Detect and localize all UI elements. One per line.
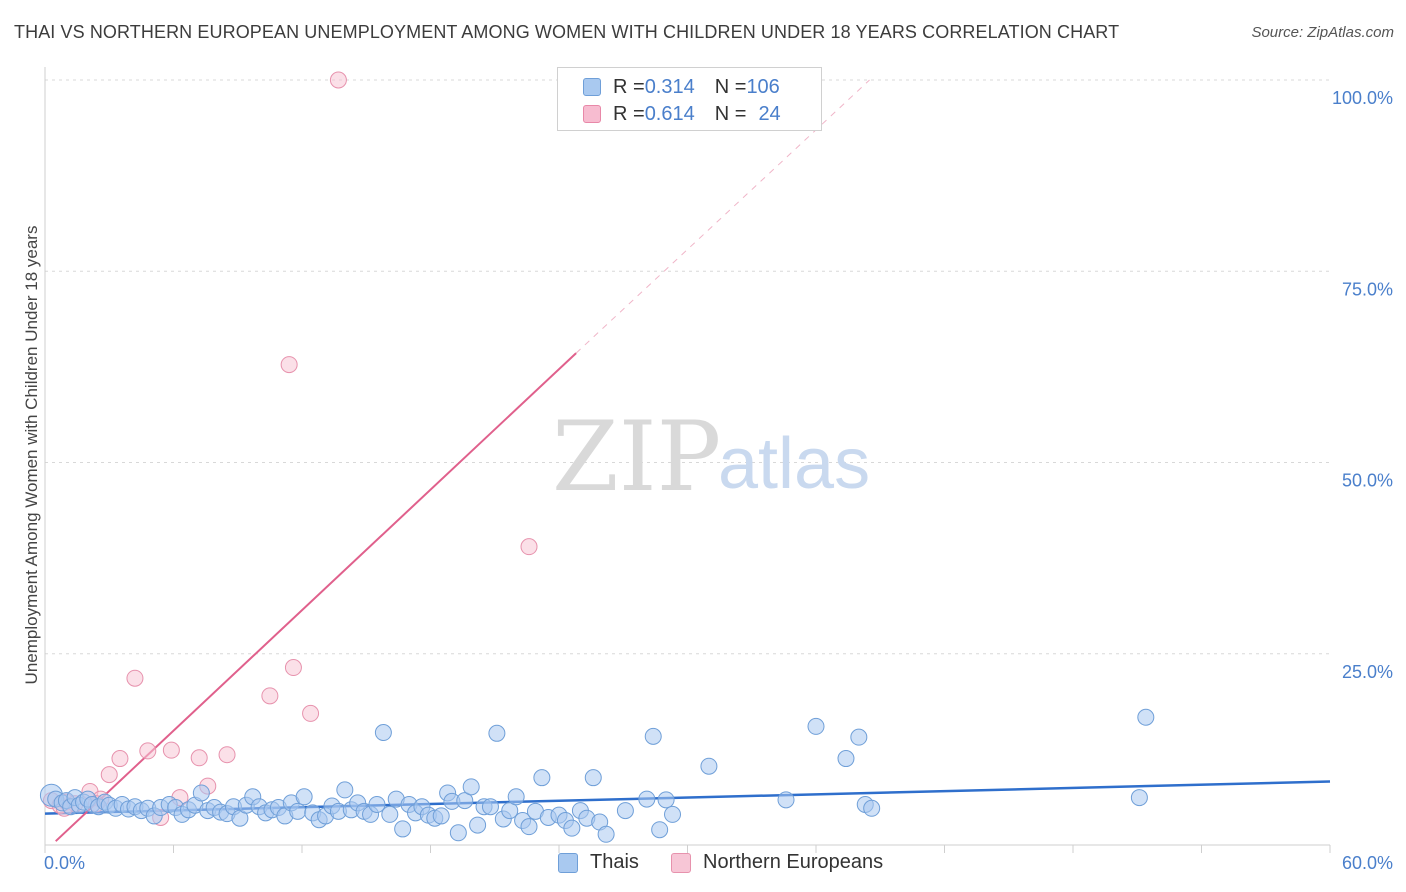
point-thais — [563, 819, 581, 837]
point-northern — [190, 749, 208, 767]
series-swatch-thais — [558, 852, 578, 873]
point-thais — [481, 798, 499, 816]
point-northern — [126, 669, 144, 687]
points-layer — [39, 71, 1155, 843]
point-thais — [462, 778, 480, 796]
point-thais — [863, 799, 881, 817]
point-thais — [664, 805, 682, 823]
point-thais — [638, 790, 656, 808]
legend-r-value: 0.614 — [644, 102, 695, 125]
point-northern — [280, 356, 298, 374]
legend-r-label: R = — [613, 75, 645, 98]
legend-row-thais: R = 0.314 N = 106 — [583, 74, 780, 100]
x-tick-label-min: 0.0% — [44, 853, 85, 873]
point-thais — [368, 795, 386, 813]
point-thais — [336, 781, 354, 799]
point-thais — [597, 825, 615, 843]
point-thais — [1137, 708, 1155, 726]
point-northern — [284, 659, 302, 677]
point-thais — [192, 784, 210, 802]
point-thais — [807, 717, 825, 735]
legend-n-value: 106 — [746, 75, 780, 98]
legend-n-label: N = — [714, 75, 747, 98]
axes-layer — [44, 67, 1331, 853]
series-label-thais: Thais — [590, 851, 639, 873]
point-thais — [456, 792, 474, 810]
point-thais — [289, 802, 307, 820]
source-label: Source: ZipAtlas.com — [1251, 24, 1394, 41]
point-thais — [394, 820, 412, 838]
point-thais — [469, 816, 487, 834]
series-legend-thais[interactable]: Thais — [558, 851, 639, 874]
point-thais — [837, 750, 855, 768]
tick-layer: 25.0% 50.0% 75.0% 100.0% 0.0% 60.0% — [44, 88, 1393, 873]
point-thais — [374, 724, 392, 742]
grid-layer — [45, 79, 1330, 655]
point-thais — [651, 821, 669, 839]
legend-swatch-thais — [583, 78, 601, 96]
series-label-northern: Northern Europeans — [703, 851, 884, 873]
chart-title: THAI VS NORTHERN EUROPEAN UNEMPLOYMENT A… — [14, 22, 1120, 42]
point-thais — [616, 802, 634, 820]
point-thais — [295, 788, 313, 806]
y-axis-label: Unemployment Among Women with Children U… — [22, 226, 41, 685]
point-thais — [777, 791, 795, 809]
series-legend-northern[interactable]: Northern Europeans — [671, 851, 883, 874]
point-thais — [432, 807, 450, 825]
trendline-northern — [55, 352, 577, 842]
point-northern — [162, 741, 180, 759]
point-thais — [520, 818, 538, 836]
point-thais — [584, 769, 602, 787]
x-tick-label-max: 60.0% — [1342, 853, 1393, 873]
legend-n-value: 24 — [758, 102, 781, 125]
point-thais — [507, 788, 525, 806]
point-northern — [218, 746, 236, 764]
y-tick-label: 100.0% — [1332, 88, 1393, 108]
point-thais — [533, 769, 551, 787]
legend-r-label: R = — [613, 102, 645, 125]
point-thais — [657, 791, 675, 809]
point-northern — [139, 742, 157, 760]
point-thais — [381, 805, 399, 823]
watermark-atlas: atlas — [718, 424, 870, 504]
point-thais — [488, 724, 506, 742]
point-thais — [644, 727, 662, 745]
legend-n-label: N = — [714, 102, 747, 125]
series-legend: Thais Northern Europeans — [0, 851, 1406, 879]
point-thais — [1130, 789, 1148, 807]
watermark-zip: ZIP — [552, 401, 721, 513]
series-swatch-northern — [671, 852, 691, 873]
point-northern — [111, 750, 129, 768]
point-northern — [520, 538, 538, 556]
point-northern — [302, 704, 320, 722]
point-northern — [261, 687, 279, 705]
y-tick-label: 50.0% — [1342, 471, 1393, 491]
point-thais — [850, 728, 868, 746]
point-thais — [700, 757, 718, 775]
y-tick-label: 75.0% — [1342, 279, 1393, 299]
legend-swatch-northern — [583, 105, 601, 123]
point-northern — [100, 766, 118, 784]
correlation-legend: R = 0.314 N = 106 R = 0.614 N = 24 — [557, 67, 822, 131]
legend-r-value: 0.314 — [644, 75, 695, 98]
point-northern — [329, 71, 347, 89]
legend-row-northern: R = 0.614 N = 24 — [583, 101, 781, 127]
y-tick-label: 25.0% — [1342, 662, 1393, 682]
point-thais — [449, 824, 467, 842]
point-thais — [501, 802, 519, 820]
